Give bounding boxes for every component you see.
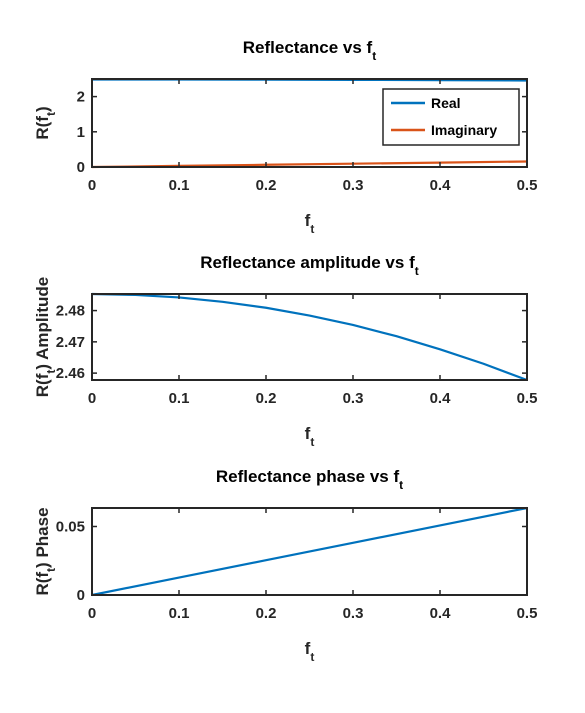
x-tick-label: 0 — [88, 605, 96, 622]
subplot-3: 0 0.1 0.2 0.3 0.4 0.5 0 0.05 Reflectance phase v… — [33, 467, 537, 664]
x-axis-label-subscript: t — [310, 650, 314, 664]
x-axis-label-subscript: t — [310, 435, 314, 449]
chart-title-text: Reflectance amplitude vs f — [200, 253, 415, 272]
x-axis-label: ft — [305, 211, 315, 236]
legend-label-imaginary: Imaginary — [431, 122, 497, 138]
x-tick-label: 0 — [88, 390, 96, 407]
y-axis-label-text: R(f — [33, 572, 52, 596]
x-tick-label: 0.4 — [430, 390, 452, 407]
chart-title: Reflectance vs ft — [243, 38, 376, 63]
y-axis-label: R(ft) Amplitude — [33, 277, 58, 397]
x-tick-label: 0.4 — [430, 605, 452, 622]
y-tick-label: 0.05 — [56, 518, 85, 535]
x-axis-label-text: f — [305, 424, 311, 443]
y-tick-label: 0 — [77, 159, 85, 176]
y-tick-label: 2.48 — [56, 303, 85, 320]
chart-title-subscript: t — [372, 49, 376, 63]
chart-title-text: Reflectance phase vs f — [216, 467, 400, 486]
y-axis-label-subscript: t — [44, 370, 58, 374]
x-tick-label: 0.2 — [256, 177, 277, 194]
x-axis-label: ft — [305, 639, 315, 664]
y-axis-label-rest: ) Phase — [33, 507, 52, 567]
y-axis-label-rest: ) — [33, 106, 52, 112]
chart-title-subscript: t — [399, 478, 403, 492]
axes-box — [91, 507, 528, 596]
x-tick-label: 0.3 — [343, 177, 364, 194]
legend-label-real: Real — [431, 95, 461, 111]
series-line-1 — [91, 506, 528, 597]
x-tick-label: 0 — [88, 177, 96, 194]
y-tick-label: 2 — [77, 89, 85, 106]
x-tick-label: 0.2 — [256, 390, 277, 407]
y-axis-label: R(ft) Phase — [33, 507, 58, 595]
chart-title: Reflectance amplitude vs ft — [200, 253, 418, 278]
x-tick-label: 0.2 — [256, 605, 277, 622]
x-tick-label: 0.1 — [169, 390, 190, 407]
x-tick-label: 0.5 — [517, 177, 538, 194]
y-axis-label-text: R(f — [33, 116, 52, 140]
y-axis-label-rest: ) Amplitude — [33, 277, 52, 370]
y-axis-label: R(ft) — [33, 106, 58, 139]
axes-box — [91, 78, 528, 168]
x-tick-label: 0.3 — [343, 605, 364, 622]
legend: Real Imaginary — [382, 88, 520, 146]
legend-box — [382, 88, 520, 146]
y-tick-label: 2.46 — [56, 365, 85, 382]
chart-title-subscript: t — [415, 264, 419, 278]
chart-title: Reflectance phase vs ft — [216, 467, 403, 492]
x-tick-label: 0.5 — [517, 605, 538, 622]
series-line-1 — [91, 292, 528, 382]
x-tick-label: 0.5 — [517, 390, 538, 407]
y-axis-label-text: R(f — [33, 373, 52, 397]
y-tick-label: 0 — [77, 587, 85, 604]
x-axis-label-subscript: t — [310, 222, 314, 236]
x-tick-label: 0.4 — [430, 177, 452, 194]
y-tick-label: 2.47 — [56, 334, 85, 351]
axes-box — [91, 293, 528, 381]
x-axis-label: ft — [305, 424, 315, 449]
y-axis-label-subscript: t — [44, 568, 58, 572]
y-axis-label-subscript: t — [44, 112, 58, 116]
subplot-2: 0 0.1 0.2 0.3 0.4 0.5 2.46 2.47 2.48 Reflectance … — [33, 253, 537, 449]
x-axis-label-text: f — [305, 639, 311, 658]
x-tick-label: 0.3 — [343, 390, 364, 407]
x-tick-label: 0.1 — [169, 605, 190, 622]
chart-title-text: Reflectance vs f — [243, 38, 373, 57]
x-axis-label-text: f — [305, 211, 311, 230]
y-tick-label: 1 — [77, 124, 85, 141]
x-tick-label: 0.1 — [169, 177, 190, 194]
